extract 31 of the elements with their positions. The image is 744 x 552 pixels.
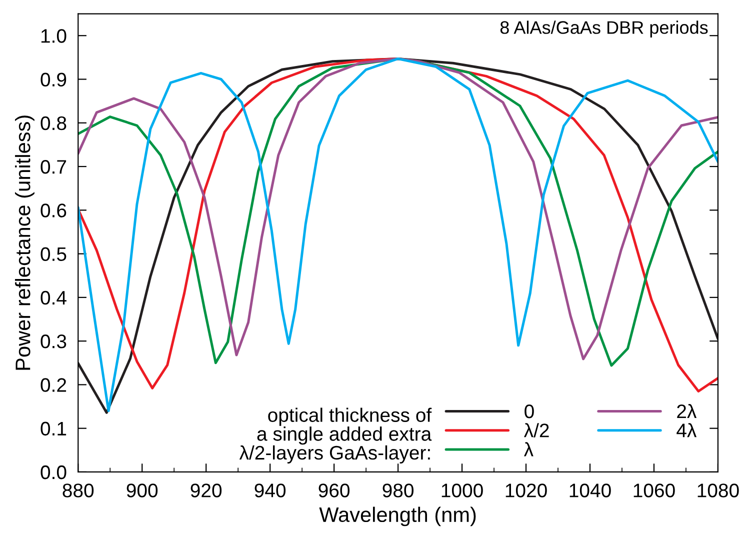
y-tick-label: 0.5	[40, 247, 66, 262]
legend-title: optical thickness of a single added extra λ/2-layers GaAs-layer:	[239, 408, 432, 464]
x-tick-label: 900	[126, 484, 158, 498]
x-tick-label: 940	[254, 484, 286, 498]
x-tick-label: 1020	[506, 484, 547, 498]
y-tick-label: 0.8	[40, 116, 66, 130]
y-tick-label: 0.3	[40, 334, 66, 348]
x-tick-label: 960	[318, 484, 350, 498]
y-tick-label: 0.4	[40, 290, 66, 305]
y-axis-title: Power reflectance (unitless)	[15, 116, 34, 370]
y-tick-label: 0.7	[40, 160, 66, 174]
y-tick-label: 0.6	[40, 204, 66, 218]
y-tick-label: 0.9	[40, 72, 66, 86]
legend-label: λ	[524, 442, 534, 456]
legend-label: 2λ	[677, 404, 697, 418]
x-tick-label: 1040	[570, 484, 611, 498]
x-tick-label: 1000	[442, 484, 483, 498]
y-tick-label: 0.0	[40, 465, 66, 480]
legend-label: λ/2	[524, 423, 549, 438]
y-tick-label: 0.2	[40, 378, 66, 392]
x-tick-label: 920	[190, 484, 222, 498]
x-tick-label: 1080	[698, 484, 739, 498]
y-tick-label: 1.0	[41, 29, 66, 43]
x-tick-label: 1060	[634, 484, 675, 498]
legend-label: 0	[524, 404, 534, 418]
x-axis-title: Wavelength (nm)	[319, 506, 476, 526]
y-tick-label: 0.1	[40, 422, 66, 436]
annotation: 8 AlAs/GaAs DBR periods	[500, 20, 708, 38]
legend-label: 4λ	[676, 423, 697, 438]
x-tick-label: 880	[62, 484, 94, 498]
x-tick-label: 980	[382, 484, 414, 498]
